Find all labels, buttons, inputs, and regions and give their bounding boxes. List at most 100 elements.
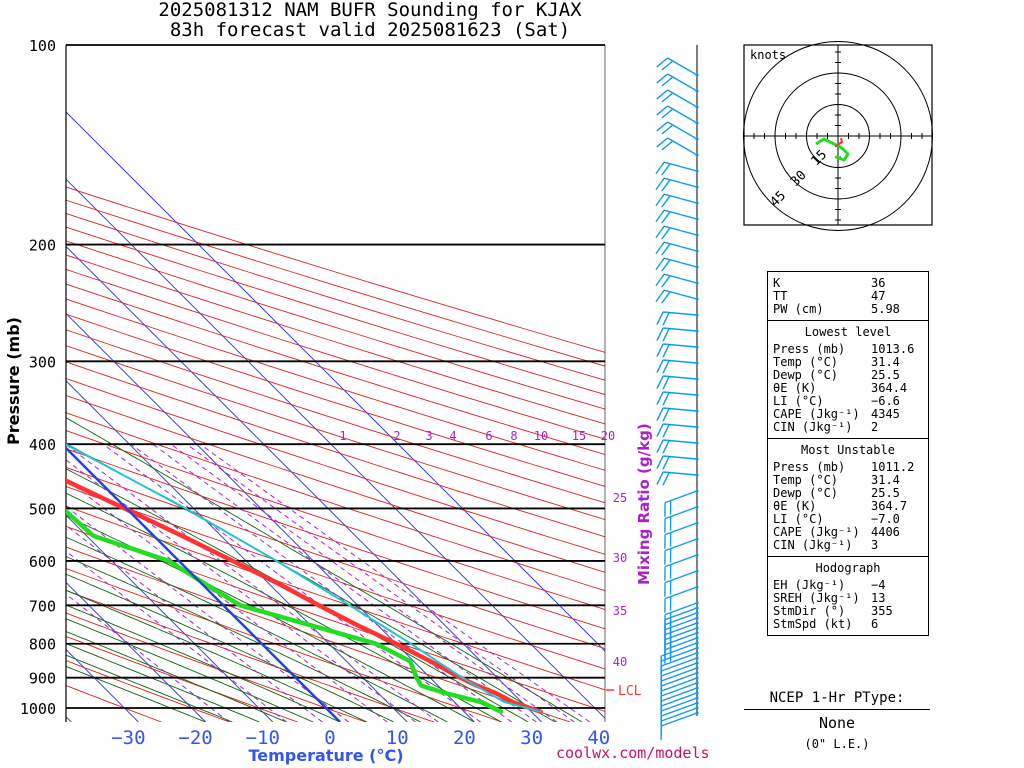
- temperature-tick-label: 40: [587, 727, 610, 749]
- index-row: EH (Jkg⁻¹) −4: [768, 579, 928, 592]
- wind-barb-staff: [667, 137, 698, 156]
- wind-barb-flag: [662, 440, 670, 454]
- index-row: PW (cm) 5.98: [768, 303, 928, 316]
- index-value: 47: [871, 289, 886, 303]
- index-row: θE (K) 364.7: [768, 500, 928, 513]
- hodograph-storm-motion: [835, 137, 844, 147]
- wind-barb-staff: [661, 672, 698, 687]
- moist-adiabat-line: [66, 654, 233, 722]
- mixing-ratio-line: [186, 443, 575, 722]
- index-row: Dewp (°C) 25.5: [768, 487, 928, 500]
- moist-adiabat-line: [66, 556, 421, 722]
- hodograph-indices: EH (Jkg⁻¹) −4 SREH (Jkg⁻¹) 13 StmDir (°) 355 S…: [768, 579, 928, 635]
- index-value: 4345: [871, 407, 900, 421]
- wind-barb-flag: [656, 105, 669, 116]
- index-key: θE (K): [773, 381, 817, 395]
- moist-adiabat-line: [66, 665, 206, 722]
- sounding-series: [66, 443, 543, 722]
- isotherm-line: [66, 178, 605, 719]
- wind-barb-staff: [661, 692, 698, 707]
- index-value: 3: [871, 538, 879, 552]
- dry-adiabat-line: [66, 660, 230, 722]
- dry-adiabat-line: [66, 394, 605, 573]
- wind-barb-staff: [664, 289, 698, 300]
- dry-adiabat-line: [66, 254, 605, 425]
- index-key: Dewp (°C): [773, 486, 839, 500]
- moist-adiabat-line: [66, 468, 529, 722]
- hodograph-title: knots: [750, 48, 786, 62]
- wind-barb-flag: [655, 177, 665, 191]
- ptype-title: NCEP 1-Hr PType:: [769, 690, 905, 706]
- wind-barb-flag: [662, 376, 670, 390]
- wind-barb-flag: [656, 439, 664, 453]
- wind-barb-flag: [656, 89, 669, 100]
- wind-barb-flag: [656, 375, 664, 389]
- pressure-tick-label: 700: [29, 597, 56, 615]
- wind-barbs: [655, 45, 699, 741]
- y-axis-label: Pressure (mb): [4, 317, 23, 445]
- wind-barb-staff: [664, 612, 698, 626]
- wind-barb-flag: [656, 327, 664, 341]
- wind-barb-flag: [661, 211, 671, 224]
- index-value: 25.5: [871, 368, 900, 382]
- wind-barb-flag: [661, 243, 671, 256]
- index-row: CIN (Jkg⁻¹) 3: [768, 539, 928, 552]
- wind-barb-staff: [667, 89, 698, 108]
- dry-adiabat-line: [66, 226, 605, 395]
- dry-adiabat-line: [66, 213, 605, 381]
- index-key: StmDir (°): [773, 604, 846, 618]
- wind-barb-flag: [661, 163, 671, 176]
- wind-barb-staff: [664, 193, 698, 204]
- ptype-value: None: [744, 709, 930, 732]
- y-axis-label-text: Pressure (mb): [4, 317, 23, 445]
- index-value: 364.4: [871, 381, 908, 395]
- dry-adiabat-line: [66, 505, 605, 691]
- pressure-gridlines: [65, 44, 606, 722]
- wind-barb-flag: [661, 179, 671, 192]
- general-indices: K 36 TT 47 PW (cm) 5.98: [768, 272, 928, 320]
- wind-barb-flag: [655, 225, 665, 239]
- moist-adiabat-line: [66, 536, 448, 722]
- mixing-ratio-label: 20: [601, 429, 615, 443]
- wind-barb-flag: [656, 423, 664, 437]
- wind-barb-flag: [661, 92, 674, 103]
- parcel-line: [66, 443, 542, 713]
- mixing-ratio-line: [170, 443, 558, 722]
- ptype-note: (0" L.E.): [804, 737, 870, 751]
- dry-adiabat-line: [66, 589, 435, 722]
- index-row: θE (K) 364.4: [768, 382, 928, 395]
- wind-barb-flag: [656, 343, 664, 357]
- temperature-tick-label: 20: [453, 727, 476, 749]
- lowest-level-header: Lowest level: [768, 320, 928, 343]
- index-key: CIN (Jkg⁻¹): [773, 538, 853, 552]
- index-row: K 36: [768, 277, 928, 290]
- wind-barb-flag: [656, 311, 664, 325]
- index-row: Press (mb) 1013.6: [768, 343, 928, 356]
- wind-barb-staff: [667, 105, 698, 124]
- wind-barb-staff: [661, 677, 698, 692]
- index-value: 36: [871, 276, 886, 290]
- dry-adiabat-line: [66, 313, 605, 487]
- wind-barb-flag: [662, 360, 670, 374]
- moist-adiabat-line: [66, 643, 260, 722]
- credit-link[interactable]: coolwx.com/models: [556, 744, 710, 762]
- index-key: LI (°C): [773, 394, 824, 408]
- lowest-level-indices: Press (mb) 1013.6 Temp (°C) 31.4 Dewp (°C) 25…: [768, 343, 928, 438]
- index-row: CIN (Jkg⁻¹) 2: [768, 421, 928, 434]
- index-value: 13: [871, 591, 886, 605]
- index-key: Temp (°C): [773, 473, 839, 487]
- mixing-ratio-label: 30: [613, 551, 627, 565]
- index-key: Press (mb): [773, 342, 846, 356]
- wind-barb-flag: [662, 312, 670, 326]
- chart-title-line1: 2025081312 NAM BUFR Sounding for KJAX: [158, 0, 582, 21]
- index-row: Dewp (°C) 25.5: [768, 369, 928, 382]
- wind-barb-flag: [656, 137, 669, 148]
- wind-barb-flag: [662, 424, 670, 438]
- index-key: TT: [773, 289, 788, 303]
- temperature-tick-label: −30: [111, 727, 145, 749]
- wind-barb-staff: [661, 657, 698, 672]
- index-key: SREH (Jkg⁻¹): [773, 591, 860, 605]
- pressure-tick-label: 100: [29, 37, 56, 55]
- wind-barb-flag: [655, 241, 665, 255]
